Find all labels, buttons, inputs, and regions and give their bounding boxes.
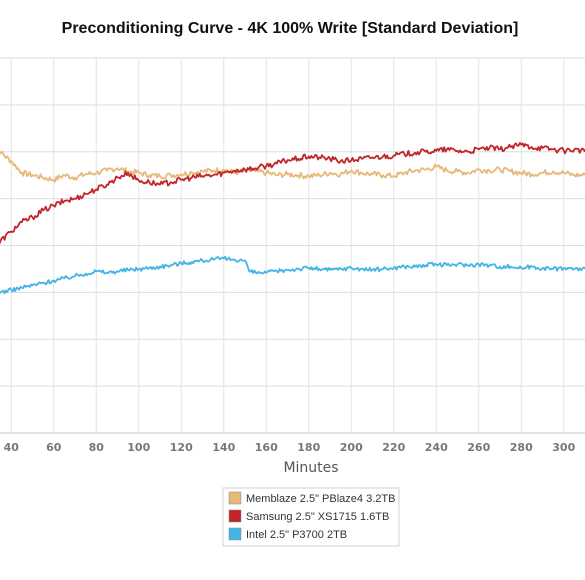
legend-label-3: Intel 2.5" P3700 2TB (246, 529, 347, 541)
x-tick-label: 120 (170, 441, 193, 454)
legend-label-1: Memblaze 2.5" PBlaze4 3.2TB (246, 493, 395, 505)
legend-swatch-3 (228, 527, 242, 541)
x-tick-label: 60 (46, 441, 62, 454)
grid (0, 57, 585, 434)
series-line-3 (0, 255, 585, 295)
legend-swatch-1 (228, 491, 242, 505)
chart-title: Preconditioning Curve - 4K 100% Write [S… (62, 20, 519, 37)
legend-swatch-2 (228, 509, 242, 523)
series-lines (0, 142, 585, 295)
x-tick-label: 240 (425, 441, 448, 454)
x-tick-label: 220 (382, 441, 405, 454)
x-tick-label: 140 (212, 441, 235, 454)
legend-box (222, 487, 400, 547)
x-tick-labels: 40 60 80 100 120 140 160 180 200 220 240 260 280 300 (4, 441, 576, 454)
series-line-2 (0, 142, 585, 245)
x-tick-label: 80 (89, 441, 105, 454)
x-tick-label: 200 (340, 441, 363, 454)
x-axis-label: Minutes (283, 460, 338, 476)
x-tick-label: 180 (297, 441, 320, 454)
legend: Memblaze 2.5" PBlaze4 3.2TB Samsung 2.5" … (222, 487, 400, 547)
x-tick-label: 300 (552, 441, 575, 454)
series-line-1 (0, 150, 585, 183)
x-tick-label: 40 (4, 441, 20, 454)
x-tick-label: 160 (255, 441, 278, 454)
x-tick-label: 100 (127, 441, 150, 454)
x-tick-label: 260 (467, 441, 490, 454)
x-tick-label: 280 (510, 441, 533, 454)
legend-label-2: Samsung 2.5" XS1715 1.6TB (246, 511, 389, 523)
